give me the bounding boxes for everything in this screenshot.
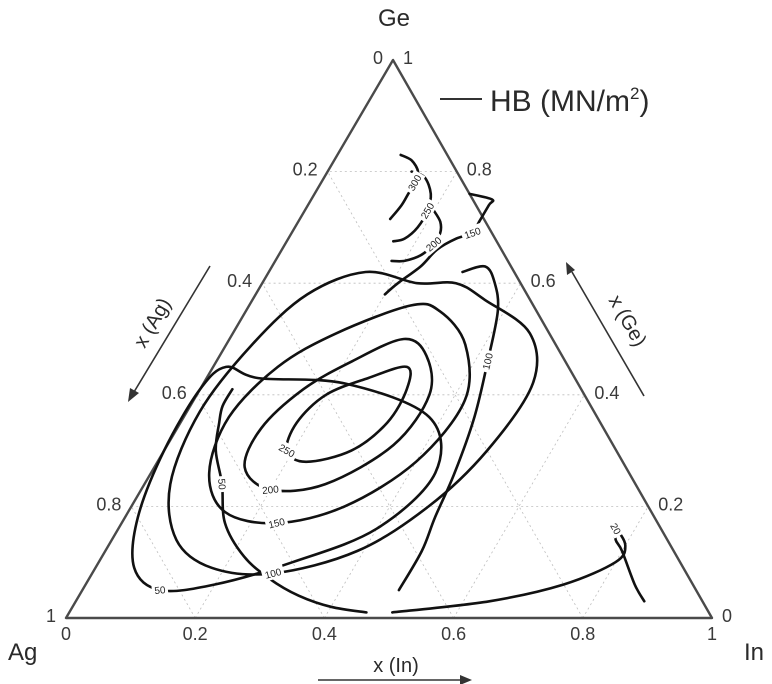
axis-arrowhead-ag xyxy=(128,388,139,402)
gridline-1-0.2 xyxy=(194,171,458,619)
tick-label-ag-0.4: 0.4 xyxy=(227,271,252,291)
legend: HB (MN/m2) xyxy=(440,84,649,118)
contour-line-label-150: 150 xyxy=(463,226,483,242)
vertex-label-ge: Ge xyxy=(378,5,410,32)
gridlines xyxy=(131,171,649,619)
tick-label-in-1: 1 xyxy=(707,624,717,644)
contour-line-label-bg-300 xyxy=(403,169,426,196)
contour-line-label-group-150: 150 xyxy=(459,222,485,243)
gridline-2-0.2 xyxy=(327,171,584,619)
vertex-label-in: In xyxy=(744,639,764,666)
contour-line-label-group-20: 20 xyxy=(606,518,626,539)
contour-loop-label-100: 100 xyxy=(264,567,283,582)
contour-line-label-bg-250 xyxy=(415,197,439,224)
axis-label-bottom-group: x (In) xyxy=(318,655,472,684)
axis-label-ge: x (Ge) xyxy=(604,291,651,350)
axis-label-left-group: x (Ag) xyxy=(128,265,211,402)
contour-loop-label-bg-100 xyxy=(260,563,286,583)
axis-label-ag: x (Ag) xyxy=(130,294,176,351)
contour-loop-label-group-200: 200 xyxy=(258,481,282,497)
contour-line-label-group-300: 300 xyxy=(403,169,426,196)
contour-loop-label-group-100: 100 xyxy=(260,563,286,583)
legend-text: HB (MN/m xyxy=(490,85,630,118)
contour-loop-label-150: 150 xyxy=(267,517,286,532)
legend-superscript: 2 xyxy=(630,84,639,103)
tick-label-in-0.6: 0.6 xyxy=(441,624,466,644)
tick-label-ag-0: 0 xyxy=(373,48,383,68)
contour-loop-50 xyxy=(131,365,443,593)
gridline-2-0.4 xyxy=(261,283,454,619)
contour-line-100 xyxy=(397,264,500,592)
triangle-outline xyxy=(64,58,714,620)
tick-label-ge-1: 1 xyxy=(403,48,413,68)
tick-label-ag-1: 1 xyxy=(46,606,56,626)
contour-loop-label-200: 200 xyxy=(262,484,280,497)
contour-loop-200 xyxy=(243,337,434,493)
tick-label-in-0.4: 0.4 xyxy=(312,624,337,644)
contour-line-label-bg-200 xyxy=(420,231,446,256)
tick-label-ge-0.8: 0.8 xyxy=(467,160,492,180)
tick-label-ge-0.4: 0.4 xyxy=(594,383,619,403)
axis-arrow-ag xyxy=(133,265,211,393)
legend-suffix: ) xyxy=(639,85,649,118)
vertex-label-ag: Ag xyxy=(8,639,37,666)
tick-label-ag-0.6: 0.6 xyxy=(162,383,187,403)
axis-label-right-group: x (Ge) xyxy=(566,262,651,397)
axis-arrow-ge xyxy=(571,271,645,397)
contour-line-label-50: 50 xyxy=(215,478,227,490)
contour-line-50 xyxy=(214,387,368,614)
contour-line-label-group-100: 100 xyxy=(478,348,497,374)
tick-label-in-0: 0 xyxy=(61,624,71,644)
gridline-1-0.6 xyxy=(453,394,585,619)
contour-loop-label-group-150: 150 xyxy=(264,513,289,532)
contour-line-label-bg-100 xyxy=(478,348,497,374)
tick-label-ag-0.2: 0.2 xyxy=(293,160,318,180)
tick-label-ge-0.2: 0.2 xyxy=(658,494,683,514)
tick-label-in-0.8: 0.8 xyxy=(570,624,595,644)
contour-loop-label-bg-250 xyxy=(274,439,300,462)
tick-label-ag-0.8: 0.8 xyxy=(96,494,121,514)
tick-label-ge-0.6: 0.6 xyxy=(531,271,556,291)
contour-loop-label-bg-150 xyxy=(264,513,289,532)
contour-lines xyxy=(131,153,646,614)
contour-line-label-20: 20 xyxy=(607,522,622,537)
gridline-2-0.8 xyxy=(131,506,196,619)
contour-line-label-100: 100 xyxy=(481,352,496,371)
contour-line-label-group-50: 50 xyxy=(215,475,230,493)
tick-label-ge-0: 0 xyxy=(722,606,732,626)
contour-line-label-bg-50 xyxy=(215,475,230,493)
contour-loop-label-50: 50 xyxy=(154,585,167,597)
contour-line-20 xyxy=(391,527,646,614)
axis-arrowhead-ge xyxy=(566,262,575,275)
contour-line-label-bg-150 xyxy=(459,222,485,243)
axis-arrowhead-in xyxy=(460,675,472,684)
axis-label-in: x (In) xyxy=(373,655,419,677)
contour-loop-label-group-50: 50 xyxy=(151,582,169,597)
contour-loop-label-bg-50 xyxy=(151,582,169,597)
contour-line-label-bg-20 xyxy=(606,518,626,539)
gridline-1-0.8 xyxy=(582,506,649,619)
tick-label-in-0.2: 0.2 xyxy=(183,624,208,644)
contour-loop-150 xyxy=(207,302,471,525)
contour-loop-label-bg-200 xyxy=(258,481,282,497)
legend-label: HB (MN/m2) xyxy=(490,84,649,118)
tick-labels: 0 0.2 0.4 0.6 0.8 100.20.40.60.81 00.20.40.60.… xyxy=(46,48,732,644)
